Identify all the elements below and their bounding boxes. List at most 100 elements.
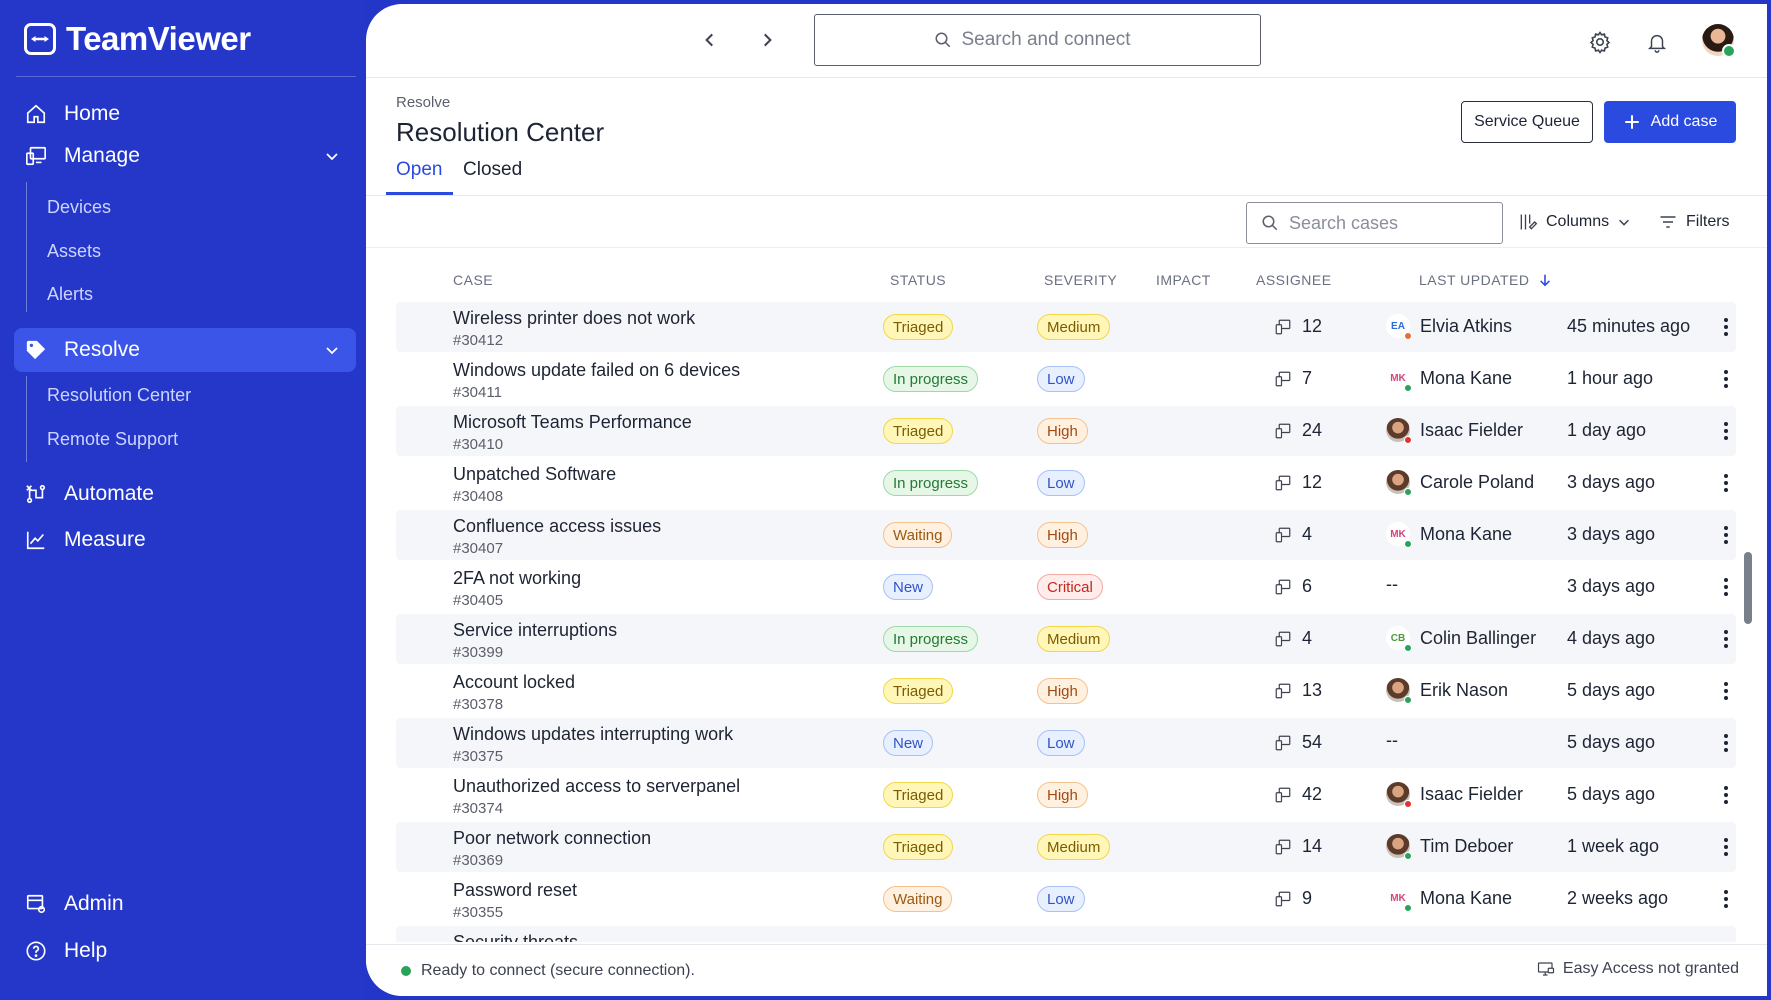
search-cases-input[interactable] <box>1289 212 1489 234</box>
assignee[interactable]: EA Elvia Atkins <box>1386 314 1512 340</box>
search-and-connect-input[interactable] <box>961 29 1142 51</box>
row-more-menu-button[interactable] <box>1721 678 1731 704</box>
forward-button[interactable] <box>753 26 781 54</box>
column-header-impact[interactable]: IMPACT <box>1156 272 1211 288</box>
sidebar-item-alerts[interactable]: Alerts <box>47 284 94 304</box>
sidebar-item-admin[interactable]: Admin <box>14 882 356 926</box>
settings-button[interactable] <box>1586 28 1614 56</box>
case-title[interactable]: Security threats <box>453 932 579 942</box>
kebab-dot-icon <box>1724 838 1728 842</box>
row-more-menu-button[interactable] <box>1721 470 1731 496</box>
assignee[interactable]: Isaac Fielder <box>1386 782 1523 808</box>
case-title[interactable]: Account locked <box>453 672 576 692</box>
assignee[interactable]: MK Mona Kane <box>1386 522 1512 548</box>
case-title[interactable]: Unpatched Software <box>453 464 617 484</box>
case-title[interactable]: 2FA not working <box>453 568 582 588</box>
assignee[interactable]: Carole Poland <box>1386 470 1534 496</box>
case-title[interactable]: Poor network connection <box>453 828 652 848</box>
sidebar-item-automate[interactable]: Automate <box>14 472 356 516</box>
tab-open[interactable]: Open <box>396 159 443 180</box>
table-row[interactable]: Security threats <box>396 926 1736 942</box>
sidebar-item-resolve[interactable]: Resolve <box>14 328 356 372</box>
row-more-menu-button[interactable] <box>1721 782 1731 808</box>
case-title[interactable]: Service interruptions <box>453 620 618 640</box>
assignee[interactable]: Isaac Fielder <box>1386 418 1523 444</box>
devices-icon <box>1275 683 1291 698</box>
easy-access-status[interactable]: Easy Access not granted <box>1537 960 1739 978</box>
assignee[interactable]: Erik Nason <box>1386 678 1508 704</box>
case-title[interactable]: Password reset <box>453 880 578 900</box>
column-header-severity[interactable]: SEVERITY <box>1044 272 1118 288</box>
sidebar-item-devices[interactable]: Devices <box>47 197 112 217</box>
case-search[interactable] <box>1246 202 1503 244</box>
table-row[interactable]: Wireless printer does not work #30412 Tria… <box>396 302 1736 352</box>
service-queue-button[interactable]: Service Queue <box>1461 101 1593 143</box>
back-button[interactable] <box>696 26 724 54</box>
row-more-menu-button[interactable] <box>1721 418 1731 444</box>
row-more-menu-button[interactable] <box>1721 574 1731 600</box>
chevron-right-icon <box>764 33 772 47</box>
row-more-menu-button[interactable] <box>1721 366 1731 392</box>
sidebar-item-assets[interactable]: Assets <box>47 241 102 261</box>
kebab-dot-icon <box>1724 481 1728 485</box>
add-case-button[interactable]: Add case <box>1604 101 1736 143</box>
last-updated: 1 day ago <box>1567 420 1647 440</box>
assignee[interactable]: -- <box>1386 574 1398 595</box>
case-title[interactable]: Unauthorized access to serverpanel <box>453 776 741 796</box>
row-more-menu-button[interactable] <box>1721 730 1731 756</box>
table-row[interactable]: Microsoft Teams Performance #30410 Triaged… <box>396 406 1736 456</box>
table-row[interactable]: Unauthorized access to serverpanel #30374… <box>396 770 1736 820</box>
row-more-menu-button[interactable] <box>1721 626 1731 652</box>
column-header-status[interactable]: STATUS <box>890 272 947 288</box>
case-id: #30411 <box>453 384 502 401</box>
assignee[interactable]: MK Mona Kane <box>1386 366 1512 392</box>
scrollbar[interactable] <box>1744 552 1752 624</box>
row-more-menu-button[interactable] <box>1721 886 1731 912</box>
sidebar-item-resolution-center[interactable]: Resolution Center <box>47 385 192 405</box>
table-row[interactable]: Account locked #30378 Triaged High 13 Erik Na… <box>396 666 1736 716</box>
table-row[interactable]: Windows updates interrupting work #30375 N… <box>396 718 1736 768</box>
sidebar-item-home[interactable]: Home <box>14 92 356 136</box>
assignee[interactable]: MK Mona Kane <box>1386 886 1512 912</box>
sidebar-item-manage[interactable]: Manage <box>14 134 356 178</box>
assignee[interactable]: -- <box>1386 730 1398 751</box>
row-more-menu-button[interactable] <box>1721 314 1731 340</box>
table-row[interactable]: Confluence access issues #30407 Waiting Hig… <box>396 510 1736 560</box>
column-header-assignee[interactable]: ASSIGNEE <box>1256 272 1332 288</box>
table-row[interactable]: Poor network connection #30369 Triaged Medi… <box>396 822 1736 872</box>
tab-closed[interactable]: Closed <box>463 159 523 180</box>
case-title[interactable]: Windows updates interrupting work <box>453 724 734 744</box>
sidebar-item-help[interactable]: Help <box>14 929 356 973</box>
global-search[interactable] <box>814 14 1261 66</box>
row-more-menu-button[interactable] <box>1721 834 1731 860</box>
impact-value: 13 <box>1302 680 1323 700</box>
sidebar-item-remote-support[interactable]: Remote Support <box>47 429 179 449</box>
assignee[interactable]: CB Colin Ballinger <box>1386 626 1536 652</box>
breadcrumb[interactable]: Resolve <box>396 94 451 111</box>
table-row[interactable]: Password reset #30355 Waiting Low 9 MK Mona Ka… <box>396 874 1736 924</box>
impact-count: 13 <box>1274 680 1322 701</box>
case-title[interactable]: Windows update failed on 6 devices <box>453 360 741 380</box>
avatar-initials: MK <box>1390 528 1406 540</box>
column-header-case[interactable]: CASE <box>453 272 494 288</box>
status-badge: Waiting <box>883 886 953 912</box>
row-more-menu-button[interactable] <box>1721 522 1731 548</box>
case-title[interactable]: Microsoft Teams Performance <box>453 412 692 432</box>
table-row[interactable]: Windows update failed on 6 devices #30411… <box>396 354 1736 404</box>
case-title[interactable]: Confluence access issues <box>453 516 662 536</box>
sidebar-item-measure[interactable]: Measure <box>14 518 356 562</box>
table-row[interactable]: Unpatched Software #30408 In progress Low 12… <box>396 458 1736 508</box>
presence-dot-icon <box>1404 852 1412 860</box>
columns-button[interactable]: Columns <box>1518 212 1631 232</box>
column-header-last-updated[interactable]: LAST UPDATED <box>1419 272 1552 288</box>
filters-button[interactable]: Filters <box>1658 212 1730 232</box>
user-avatar[interactable] <box>1702 24 1736 58</box>
table-row[interactable]: 2FA not working #30405 New Critical 6 -- 3 day… <box>396 562 1736 612</box>
table-row[interactable]: Service interruptions #30399 In progress Me… <box>396 614 1736 664</box>
notifications-button[interactable] <box>1643 28 1671 56</box>
case-title[interactable]: Wireless printer does not work <box>453 308 696 328</box>
assignee[interactable]: Tim Deboer <box>1386 834 1513 860</box>
teamviewer-logo[interactable]: TeamViewer <box>24 20 251 58</box>
impact-value: 24 <box>1302 420 1323 440</box>
kebab-dot-icon <box>1724 748 1728 752</box>
